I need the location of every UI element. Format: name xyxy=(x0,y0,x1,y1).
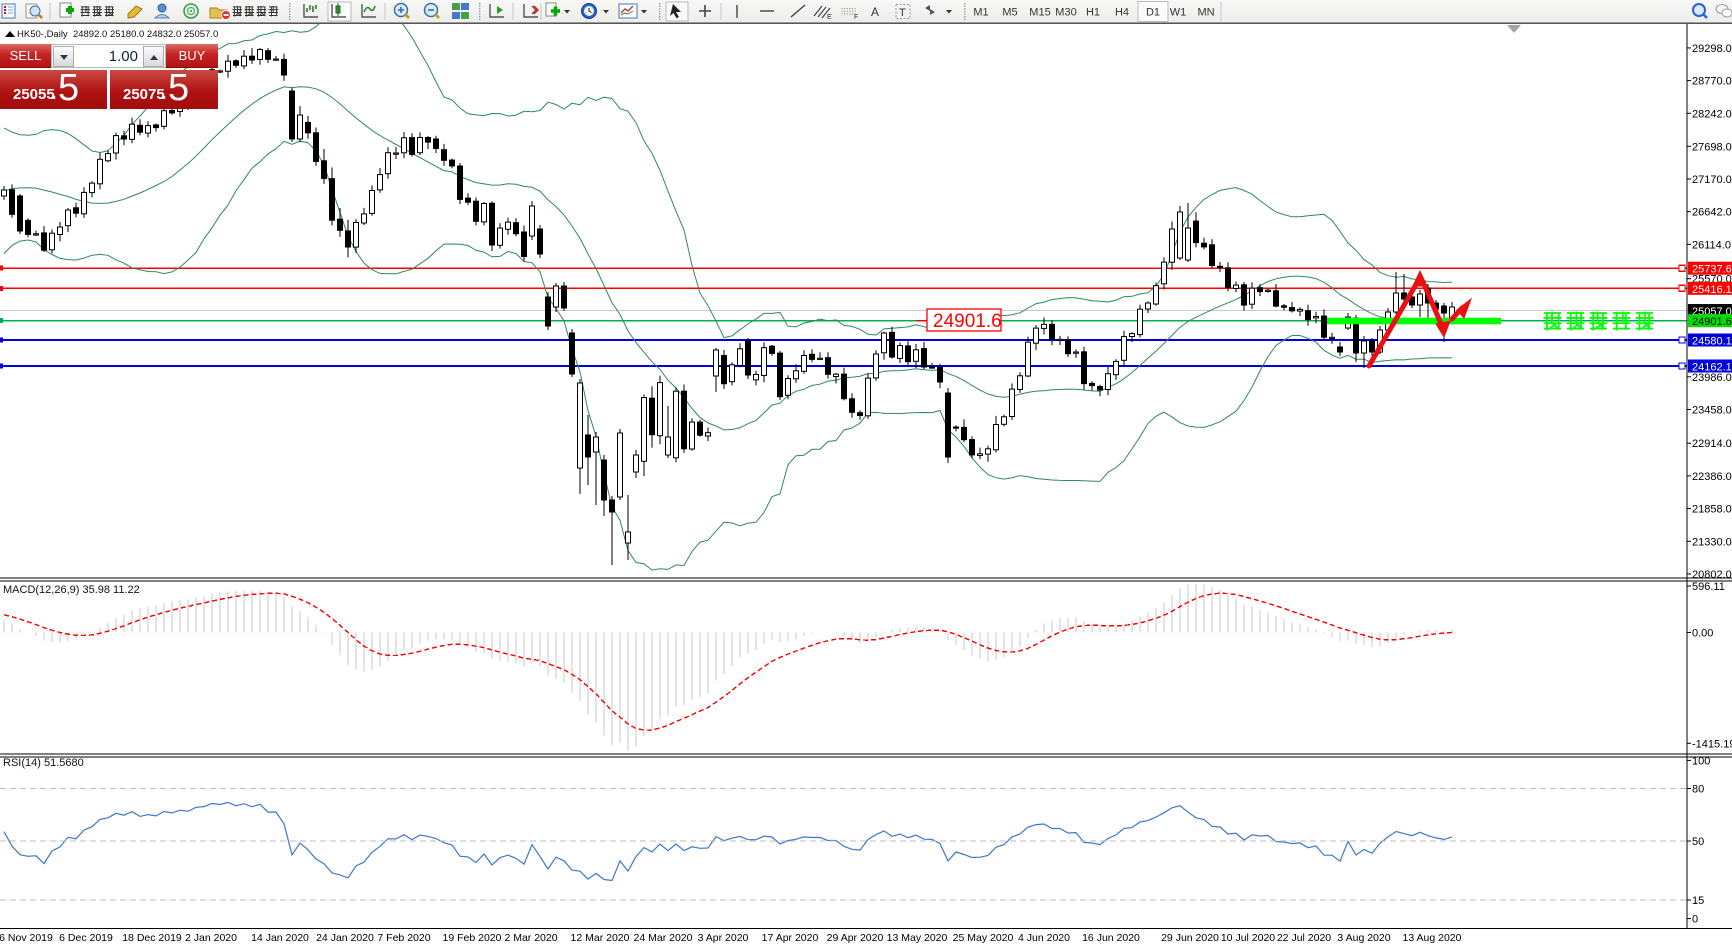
svg-text:27170.0: 27170.0 xyxy=(1692,174,1732,186)
svg-text:M5: M5 xyxy=(1002,7,1017,19)
svg-text:W1: W1 xyxy=(1170,7,1187,19)
svg-text:-1415.19: -1415.19 xyxy=(1692,738,1732,750)
svg-text:H4: H4 xyxy=(1115,7,1129,19)
svg-text:M1: M1 xyxy=(973,7,988,19)
svg-text:18 Dec 2019: 18 Dec 2019 xyxy=(122,932,182,944)
svg-text:80: 80 xyxy=(1692,784,1704,796)
svg-text:4 Jun 2020: 4 Jun 2020 xyxy=(1018,932,1070,944)
svg-text:H1: H1 xyxy=(1086,7,1100,19)
svg-text:19 Feb 2020: 19 Feb 2020 xyxy=(443,932,502,944)
svg-text:596.11: 596.11 xyxy=(1692,581,1725,593)
svg-text:24 Mar 2020: 24 Mar 2020 xyxy=(634,932,693,944)
svg-text:6 Dec 2019: 6 Dec 2019 xyxy=(59,932,113,944)
svg-text:M15: M15 xyxy=(1029,7,1050,19)
svg-text:13 Aug 2020: 13 Aug 2020 xyxy=(1403,932,1462,944)
svg-text:MN: MN xyxy=(1197,7,1214,19)
svg-text:2 Mar 2020: 2 Mar 2020 xyxy=(504,932,557,944)
svg-text:21330.0: 21330.0 xyxy=(1692,536,1732,548)
svg-text:25416.1: 25416.1 xyxy=(1692,284,1732,296)
svg-text:3 Aug 2020: 3 Aug 2020 xyxy=(1337,932,1390,944)
svg-text:24580.1: 24580.1 xyxy=(1692,336,1732,348)
svg-text:RSI(14) 51.5680: RSI(14) 51.5680 xyxy=(3,757,84,769)
svg-text:10 Jul 2020: 10 Jul 2020 xyxy=(1221,932,1275,944)
svg-text:24901.6: 24901.6 xyxy=(1692,316,1732,328)
svg-text:20802.0: 20802.0 xyxy=(1692,569,1732,581)
svg-text:17 Apr 2020: 17 Apr 2020 xyxy=(762,932,819,944)
svg-text:0: 0 xyxy=(1692,914,1698,926)
svg-text:23458.0: 23458.0 xyxy=(1692,405,1732,417)
svg-text:24 Jan 2020: 24 Jan 2020 xyxy=(316,932,374,944)
svg-text:16 Jun 2020: 16 Jun 2020 xyxy=(1082,932,1140,944)
svg-text:MACD(12,26,9) 35.98 11.22: MACD(12,26,9) 35.98 11.22 xyxy=(3,584,140,596)
svg-text:29298.0: 29298.0 xyxy=(1692,43,1732,55)
svg-text:50: 50 xyxy=(1692,836,1704,848)
svg-text:25 May 2020: 25 May 2020 xyxy=(953,932,1014,944)
svg-text:E: E xyxy=(827,14,832,21)
svg-text:14 Jan 2020: 14 Jan 2020 xyxy=(251,932,309,944)
svg-text:29 Jun 2020: 29 Jun 2020 xyxy=(1161,932,1219,944)
svg-text:13 May 2020: 13 May 2020 xyxy=(887,932,948,944)
svg-text:D1: D1 xyxy=(1146,7,1160,19)
svg-text:26642.0: 26642.0 xyxy=(1692,207,1732,219)
svg-text:23986.0: 23986.0 xyxy=(1692,372,1732,384)
svg-text:M30: M30 xyxy=(1055,7,1076,19)
svg-text:29 Apr 2020: 29 Apr 2020 xyxy=(827,932,884,944)
svg-text:27698.0: 27698.0 xyxy=(1692,141,1732,153)
svg-text:100: 100 xyxy=(1692,755,1710,767)
svg-text:A: A xyxy=(871,5,879,19)
svg-text:3 Apr 2020: 3 Apr 2020 xyxy=(698,932,749,944)
svg-text:22386.0: 22386.0 xyxy=(1692,471,1732,483)
svg-text:24162.1: 24162.1 xyxy=(1692,362,1732,374)
svg-text:21858.0: 21858.0 xyxy=(1692,504,1732,516)
svg-text:22914.0: 22914.0 xyxy=(1692,438,1732,450)
svg-text:12 Mar 2020: 12 Mar 2020 xyxy=(571,932,630,944)
svg-text:25737.6: 25737.6 xyxy=(1692,264,1732,276)
svg-text:7 Feb 2020: 7 Feb 2020 xyxy=(377,932,430,944)
svg-text:2 Jan 2020: 2 Jan 2020 xyxy=(185,932,237,944)
svg-text:0.00: 0.00 xyxy=(1692,628,1713,640)
svg-text:T: T xyxy=(899,7,906,19)
svg-text:22 Jul 2020: 22 Jul 2020 xyxy=(1277,932,1331,944)
svg-text:F: F xyxy=(854,14,858,21)
svg-text:24901.6: 24901.6 xyxy=(933,311,1002,332)
svg-text:15: 15 xyxy=(1692,895,1704,907)
svg-text:6 Nov 2019: 6 Nov 2019 xyxy=(0,932,53,944)
svg-text:26114.0: 26114.0 xyxy=(1692,239,1731,251)
svg-text:28242.0: 28242.0 xyxy=(1692,108,1732,120)
svg-text:28770.0: 28770.0 xyxy=(1692,76,1732,88)
